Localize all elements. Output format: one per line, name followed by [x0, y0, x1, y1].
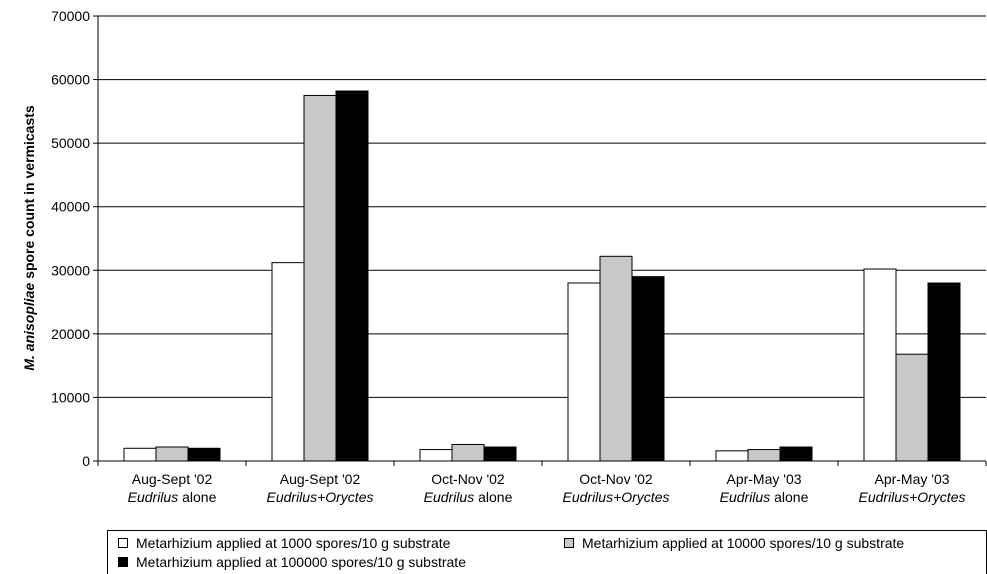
bar	[483, 446, 517, 462]
legend-item-100000: Metarhizium applied at 100000 spores/10 …	[118, 554, 466, 570]
bar	[335, 90, 369, 462]
legend-item-10000: Metarhizium applied at 10000 spores/10 g…	[564, 535, 904, 551]
x-category-label-line1: Apr-May '03	[726, 471, 801, 487]
x-category-label-line1: Aug-Sept '02	[280, 471, 361, 487]
y-tick-label: 30000	[51, 262, 90, 278]
bar	[715, 450, 749, 462]
legend-swatch-gray	[564, 538, 574, 548]
bar	[303, 94, 337, 462]
x-category-label-line2: Eudrilus alone	[720, 489, 809, 505]
x-category-label-line2: Eudrilus+Oryctes	[859, 489, 966, 505]
x-category-labels: Aug-Sept '02 Eudrilus alone Aug-Sept '02 Eu…	[128, 471, 966, 505]
gridlines	[98, 15, 986, 398]
bar	[927, 282, 961, 462]
y-tick-label: 0	[82, 453, 90, 469]
bar	[451, 443, 485, 462]
x-category-label-line1: Aug-Sept '02	[132, 471, 213, 487]
x-category-label-line1: Oct-Nov '02	[431, 471, 505, 487]
y-tick-label: 40000	[51, 199, 90, 215]
legend-label-10000: Metarhizium applied at 10000 spores/10 g…	[582, 535, 905, 551]
bar	[419, 449, 453, 462]
y-axis-label-rest: spore count in vermicasts	[21, 105, 37, 283]
legend: Metarhizium applied at 1000 spores/10 g …	[107, 530, 987, 574]
legend-swatch-white	[118, 538, 128, 548]
y-tick-label: 50000	[51, 135, 90, 151]
legend-item-1000: Metarhizium applied at 1000 spores/10 g …	[118, 535, 450, 551]
bar	[123, 447, 157, 462]
axes	[97, 16, 987, 466]
y-tick-label: 10000	[51, 389, 90, 405]
legend-swatch-black	[118, 557, 128, 567]
bar	[895, 353, 929, 462]
legend-label-1000: Metarhizium applied at 1000 spores/10 g …	[136, 535, 451, 551]
y-tick-label: 70000	[51, 8, 90, 24]
y-tick-label: 20000	[51, 326, 90, 342]
bar	[599, 255, 633, 462]
bars	[123, 90, 961, 462]
bar	[747, 449, 781, 462]
x-category-label-line1: Oct-Nov '02	[579, 471, 653, 487]
x-category-label-line2: Eudrilus+Oryctes	[267, 489, 374, 505]
x-category-label-line2: Eudrilus+Oryctes	[563, 489, 670, 505]
bar	[187, 447, 221, 462]
bar	[155, 446, 189, 462]
legend-label-100000: Metarhizium applied at 100000 spores/10 …	[136, 554, 466, 570]
bar	[779, 446, 813, 462]
x-category-label-line2: Eudrilus alone	[424, 489, 513, 505]
y-tick-label: 60000	[51, 72, 90, 88]
bar	[863, 268, 897, 462]
y-axis-label-italic: M. anisopliae	[21, 283, 37, 371]
x-category-label-line1: Apr-May '03	[874, 471, 949, 487]
y-axis-label: M. anisopliae spore count in vermicasts	[21, 105, 37, 371]
bar-chart: 0 10000 20000 30000 40000 50000 60000 70000 Aug…	[21, 8, 987, 505]
bar	[567, 282, 601, 462]
bar	[631, 276, 665, 462]
bar	[271, 262, 305, 462]
y-tick-labels: 0 10000 20000 30000 40000 50000 60000 70000	[51, 8, 98, 469]
x-category-label-line2: Eudrilus alone	[128, 489, 217, 505]
